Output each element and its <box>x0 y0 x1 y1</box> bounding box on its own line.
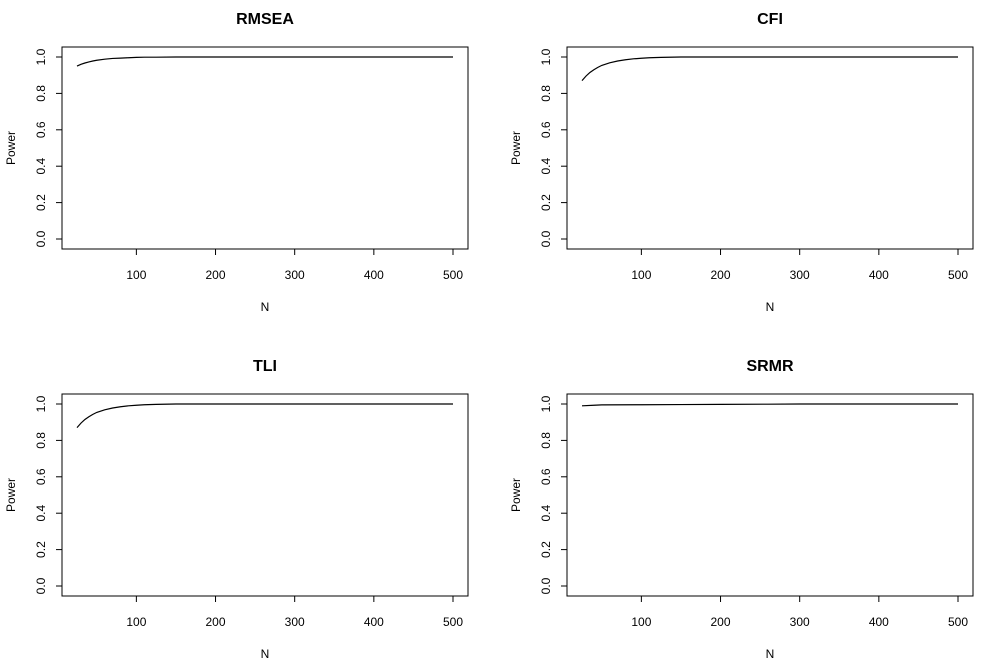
y-tick-label: 1.0 <box>539 48 553 65</box>
x-tick-label: 400 <box>869 268 889 282</box>
chart-title: SRMR <box>746 358 794 375</box>
y-tick-label: 0.4 <box>539 505 553 522</box>
x-tick-label: 400 <box>869 615 889 629</box>
chart-panel-cfi: CFI 100 200 300 400 500 0.0 0.2 0.4 0.6 0.8 1.0 N Pow… <box>509 11 974 314</box>
series-line-srmr <box>581 403 958 407</box>
plot-frame <box>566 46 974 250</box>
chart-panel-rmsea: RMSEA 100 200 300 400 500 0.0 0.2 0.4 0.6 0.8 1.0 N P… <box>4 11 469 314</box>
chart-title: TLI <box>253 358 277 375</box>
y-axis-label: Power <box>4 478 18 512</box>
chart-panel-tli: TLI 100 200 300 400 500 0.0 0.2 0.4 0.6 0.8 1.0 N Pow… <box>4 358 469 661</box>
y-tick-label: 0.0 <box>539 230 553 247</box>
x-axis-label: N <box>261 300 270 314</box>
y-tick-label: 0.0 <box>539 577 553 594</box>
y-tick-label: 0.8 <box>539 85 553 102</box>
x-axis-label: N <box>766 647 775 661</box>
y-tick-label: 0.0 <box>34 230 48 247</box>
x-tick-label: 200 <box>711 615 731 629</box>
y-tick-label: 0.8 <box>539 432 553 449</box>
y-tick-label: 0.4 <box>539 158 553 175</box>
series-line-cfi <box>581 56 958 82</box>
x-tick-label: 300 <box>285 268 305 282</box>
y-tick-label: 1.0 <box>34 395 48 412</box>
y-tick-label: 0.0 <box>34 577 48 594</box>
series-line-tli <box>76 403 453 429</box>
x-tick-label: 400 <box>364 615 384 629</box>
chart-title: CFI <box>757 11 783 28</box>
x-axis-label: N <box>261 647 270 661</box>
y-tick-label: 0.8 <box>34 85 48 102</box>
chart-title: RMSEA <box>236 11 294 28</box>
y-tick-label: 0.2 <box>34 194 48 211</box>
x-tick-label: 300 <box>790 615 810 629</box>
y-tick-label: 1.0 <box>34 48 48 65</box>
x-tick-label: 300 <box>790 268 810 282</box>
x-tick-label: 100 <box>126 268 146 282</box>
x-tick-label: 500 <box>443 268 463 282</box>
x-tick-label: 300 <box>285 615 305 629</box>
y-axis-label: Power <box>509 131 523 165</box>
y-tick-label: 0.6 <box>539 468 553 485</box>
x-tick-label: 200 <box>711 268 731 282</box>
plot-frame <box>61 46 469 250</box>
x-tick-label: 100 <box>631 268 651 282</box>
x-axis-label: N <box>766 300 775 314</box>
x-tick-label: 100 <box>631 615 651 629</box>
x-tick-label: 100 <box>126 615 146 629</box>
plot-frame <box>61 393 469 597</box>
x-tick-label: 500 <box>948 268 968 282</box>
y-tick-label: 0.4 <box>34 158 48 175</box>
y-tick-label: 0.6 <box>34 121 48 138</box>
x-tick-label: 500 <box>443 615 463 629</box>
y-tick-label: 0.2 <box>539 194 553 211</box>
y-tick-label: 0.8 <box>34 432 48 449</box>
y-tick-label: 0.6 <box>34 468 48 485</box>
y-axis-label: Power <box>4 131 18 165</box>
x-tick-label: 200 <box>206 615 226 629</box>
x-tick-label: 400 <box>364 268 384 282</box>
x-tick-label: 200 <box>206 268 226 282</box>
y-tick-label: 0.2 <box>539 541 553 558</box>
series-line-rmsea <box>76 56 453 67</box>
y-tick-label: 0.6 <box>539 121 553 138</box>
y-tick-label: 0.2 <box>34 541 48 558</box>
y-tick-label: 1.0 <box>539 395 553 412</box>
x-tick-label: 500 <box>948 615 968 629</box>
plot-frame <box>566 393 974 597</box>
y-tick-label: 0.4 <box>34 505 48 522</box>
chart-panel-srmr: SRMR 100 200 300 400 500 0.0 0.2 0.4 0.6 0.8 1.0 N Po… <box>509 358 974 661</box>
y-axis-label: Power <box>509 478 523 512</box>
